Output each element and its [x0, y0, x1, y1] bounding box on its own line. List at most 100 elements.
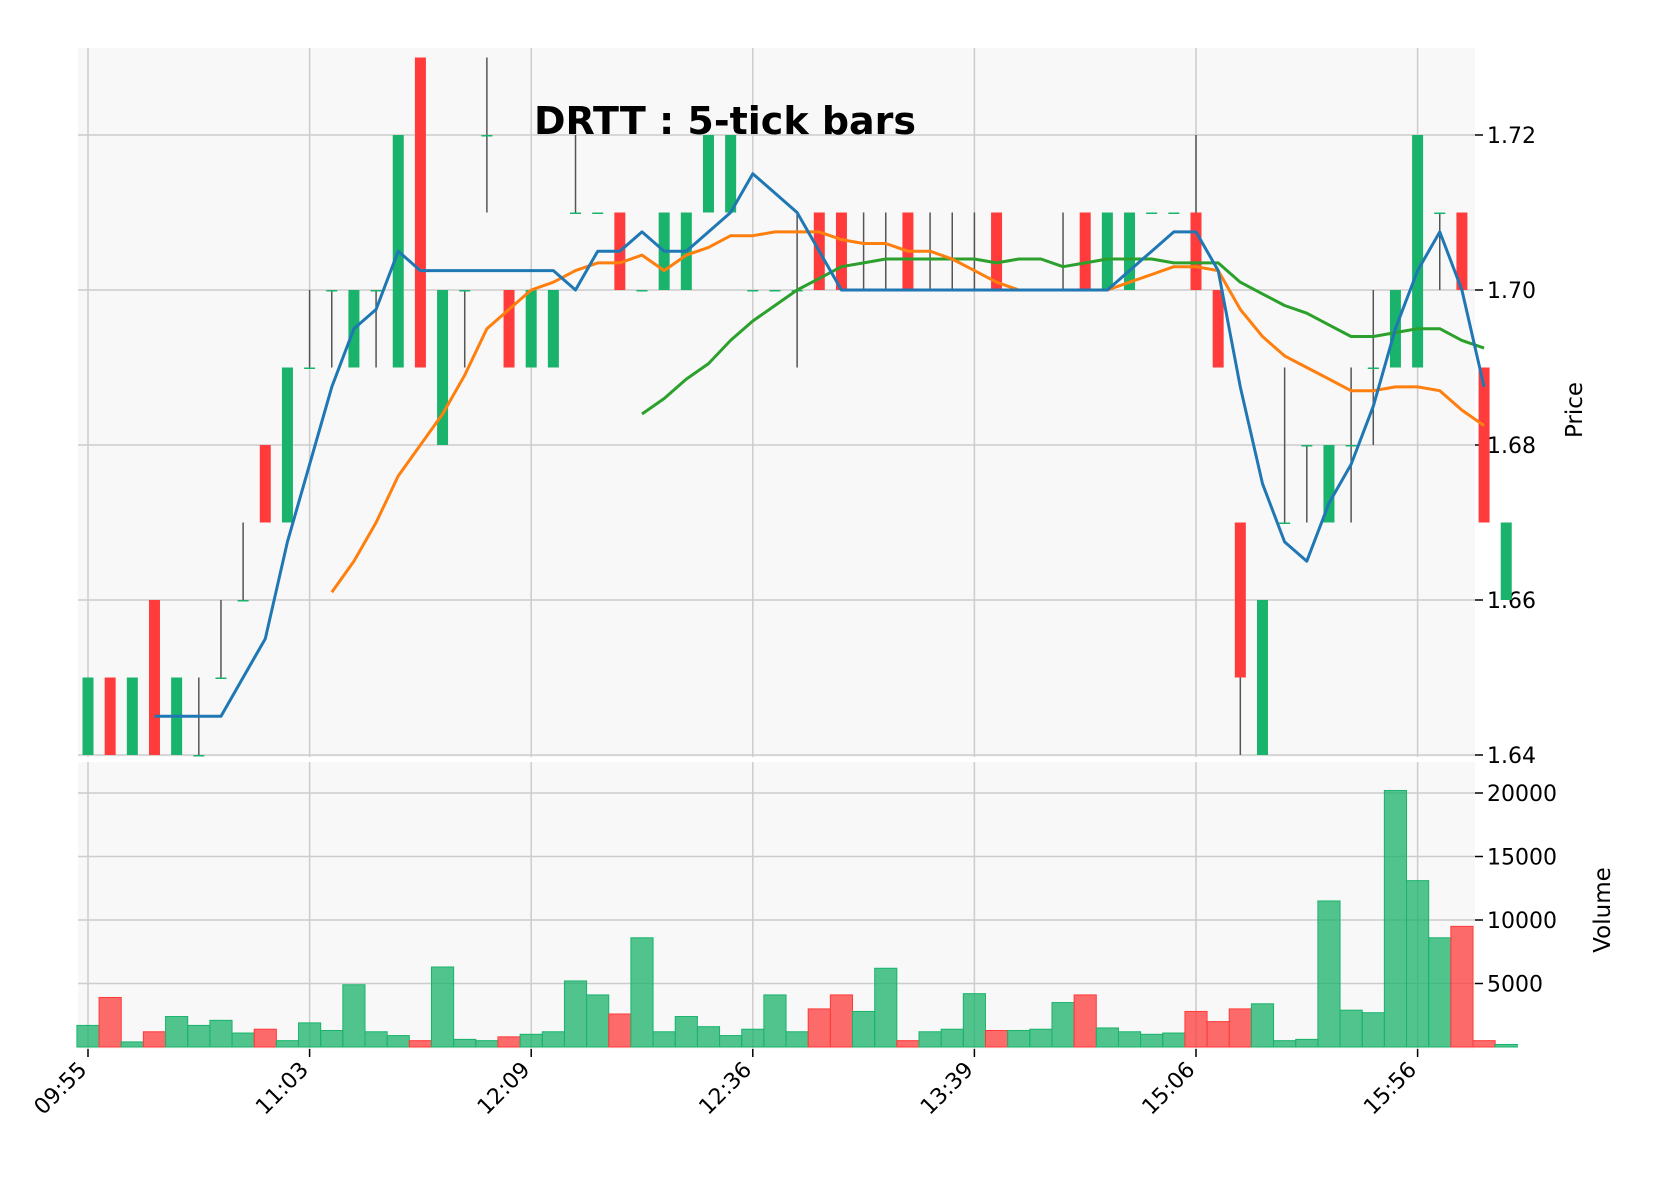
volume-bar: [696, 1026, 721, 1048]
volume-bar: [475, 1040, 499, 1048]
volume-bar: [1184, 1010, 1208, 1048]
volume-bar: [541, 1031, 565, 1048]
volume-panel: 5000 10000 15000 20000: [76, 762, 1557, 1049]
volume-bar: [386, 1035, 410, 1048]
candle-up: [1301, 445, 1313, 447]
candle-down: [1079, 212, 1091, 290]
volume-bar: [120, 1041, 144, 1048]
volume-bar: [1140, 1033, 1164, 1048]
price-tick-label: 1.64: [1487, 744, 1536, 769]
candle-up: [215, 677, 227, 679]
x-tick-label: 15:56: [1359, 1058, 1422, 1121]
volume-bar: [586, 994, 610, 1048]
volume-bar: [630, 937, 654, 1048]
volume-bar: [1295, 1038, 1319, 1048]
candle-up: [326, 290, 338, 292]
volume-bar: [364, 1031, 388, 1048]
volume-tick-label: 15000: [1487, 846, 1557, 871]
candle-up: [281, 367, 293, 523]
volume-bar: [874, 967, 898, 1048]
volume-bar: [519, 1033, 543, 1048]
x-tick-label: 12:09: [473, 1058, 536, 1121]
candle-up: [525, 290, 537, 368]
candle-down: [835, 212, 847, 290]
x-tick-label: 11:03: [251, 1058, 314, 1121]
volume-bar: [1051, 1002, 1075, 1048]
volume-bar: [852, 1010, 876, 1048]
ma-mid-line: [330, 230, 1485, 594]
candle-up: [1279, 522, 1291, 524]
volume-bar: [1029, 1028, 1053, 1048]
x-tick-label: 13:39: [916, 1058, 979, 1121]
volume-bar: [763, 994, 787, 1048]
volume-bar: [1117, 1031, 1142, 1048]
volume-bar: [652, 1031, 676, 1048]
candle-down: [104, 677, 116, 755]
volume-tick-label: 5000: [1487, 973, 1543, 998]
candle-up: [1434, 212, 1446, 214]
ma-short-line: [154, 172, 1486, 718]
volume-bar: [1428, 937, 1452, 1048]
volume-bar: [1228, 1008, 1252, 1048]
volume-bar: [298, 1022, 322, 1048]
volume-bar: [98, 996, 122, 1048]
candle-down: [503, 290, 515, 368]
candle-up: [1367, 367, 1379, 369]
candle-up: [702, 135, 714, 213]
candle-up: [304, 367, 316, 369]
candle-down: [1234, 522, 1246, 678]
candle-down: [148, 600, 160, 755]
volume-tick-label: 10000: [1487, 909, 1557, 934]
candle-down: [1456, 212, 1468, 290]
volume-bar: [1361, 1012, 1385, 1048]
volume-bar: [253, 1028, 277, 1048]
candle-up: [1146, 212, 1158, 214]
volume-bar: [785, 1031, 809, 1048]
volume-bar: [940, 1028, 964, 1048]
candle-down: [1190, 212, 1202, 290]
candle-up: [437, 290, 449, 445]
x-axis: 09:55 11:03 12:09 12:36 13:39 15:06 15:56: [30, 1049, 1422, 1120]
price-panel: 1.641.661.681.701.72: [78, 48, 1536, 769]
candle-up: [82, 677, 94, 755]
volume-bar: [408, 1040, 432, 1048]
candle-down: [414, 57, 426, 368]
candle-up: [1412, 135, 1424, 368]
ma-long-line: [641, 257, 1485, 416]
volume-bar: [807, 1008, 831, 1048]
candle-up: [1500, 522, 1512, 600]
volume-bar: [563, 980, 588, 1048]
volume-bar: [142, 1031, 167, 1048]
volume-bar: [962, 993, 986, 1048]
candle-down: [1478, 367, 1490, 523]
candle-up: [547, 290, 559, 368]
volume-bar: [1339, 1009, 1363, 1048]
volume-bar: [1406, 880, 1430, 1048]
candle-down: [991, 212, 1003, 290]
volume-bar: [430, 966, 455, 1048]
candle-up: [370, 290, 382, 292]
candle-up: [1256, 600, 1268, 755]
candle-up: [725, 135, 737, 213]
volume-bar: [1450, 925, 1474, 1048]
volume-bar: [608, 1013, 632, 1048]
candle-up: [481, 135, 493, 137]
volume-bar: [1206, 1021, 1230, 1048]
volume-bar: [187, 1024, 211, 1048]
candle-up: [1323, 445, 1335, 523]
volume-bar: [1383, 789, 1408, 1048]
volume-bar: [829, 994, 854, 1048]
volume-bar: [342, 984, 366, 1048]
candle-up: [570, 212, 582, 214]
candle-up: [747, 290, 759, 292]
volume-bar: [1095, 1027, 1119, 1048]
price-tick-label: 1.68: [1487, 434, 1536, 459]
candle-up: [1168, 212, 1180, 214]
volume-bar: [1273, 1040, 1297, 1048]
chart-title: DRTT : 5-tick bars: [534, 99, 916, 143]
volume-bar: [741, 1028, 765, 1048]
volume-bar: [1317, 900, 1341, 1048]
volume-bar: [231, 1032, 255, 1048]
candle-down: [1212, 290, 1224, 368]
